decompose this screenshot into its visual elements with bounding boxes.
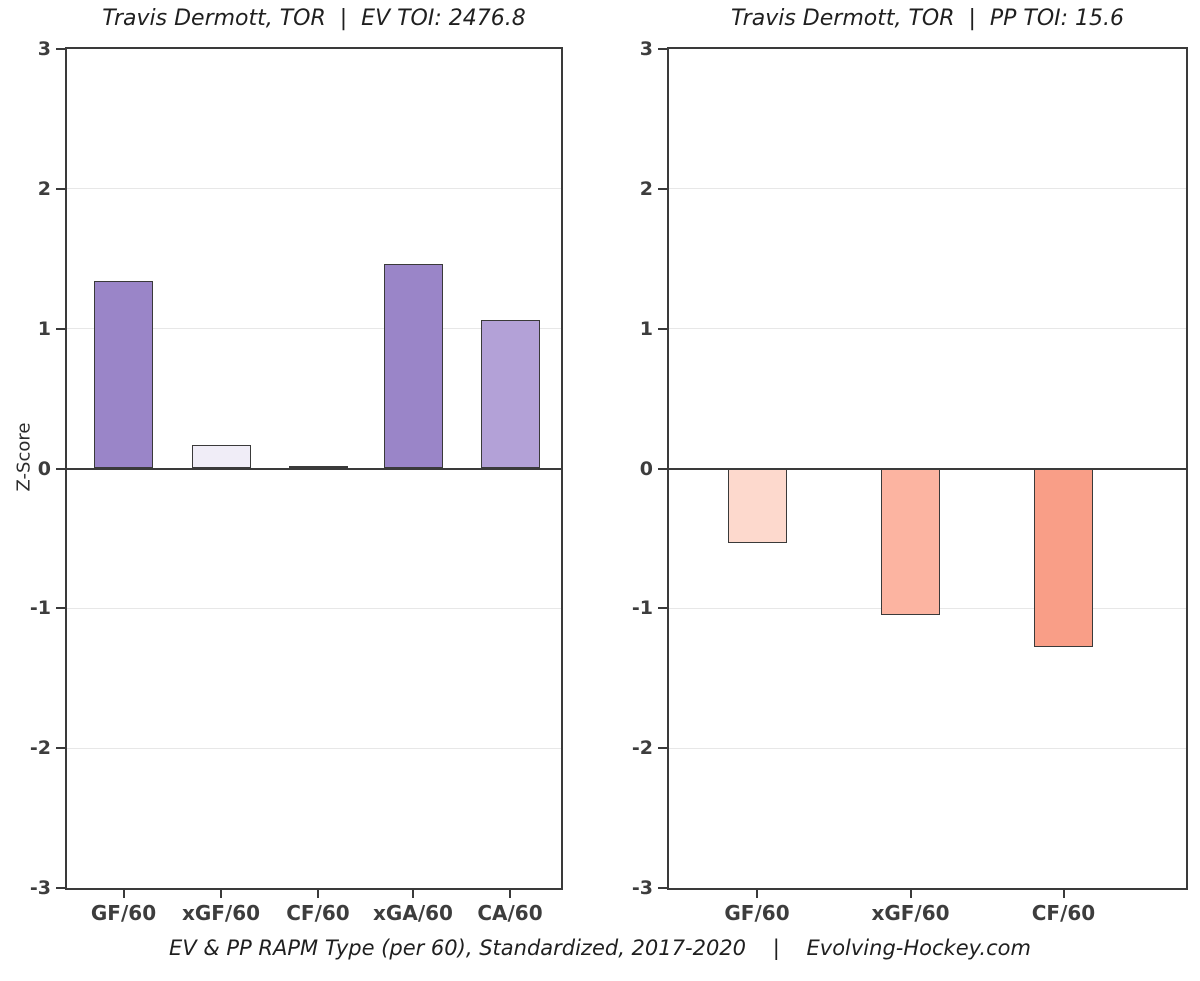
y-tick-mark: [658, 747, 667, 750]
y-tick-label: 2: [639, 177, 653, 200]
x-tick-mark: [317, 890, 319, 898]
bar-xgf60: [191, 444, 251, 469]
left-chart-title: Travis Dermott, TOR | EV TOI: 2476.8: [102, 6, 526, 31]
x-tick-mark: [122, 890, 125, 898]
y-tick-label: -2: [29, 737, 51, 760]
gridline-1: [669, 328, 1186, 330]
y-tick-mark: [658, 467, 667, 470]
bar-ca60: [480, 320, 540, 469]
y-tick-mark: [56, 607, 65, 610]
x-tick-mark: [220, 890, 222, 898]
y-tick-label: 1: [639, 317, 653, 340]
x-tick-label: GF/60: [90, 901, 157, 925]
gridline-2: [67, 188, 561, 190]
y-tick-label: -2: [631, 737, 653, 760]
gridline--2: [67, 747, 561, 749]
y-tick-mark: [56, 48, 65, 50]
y-tick-label: -3: [29, 877, 51, 899]
y-tick-label: -1: [29, 597, 51, 620]
y-tick-label: 3: [37, 38, 51, 60]
x-tick-mark: [412, 890, 414, 898]
zero-line: [67, 467, 561, 470]
left-chart-panel: [65, 47, 563, 890]
figure-caption: EV & PP RAPM Type (per 60), Standardized…: [169, 936, 1031, 960]
x-tick-label: xGA/60: [373, 901, 453, 925]
y-tick-label: 0: [639, 457, 653, 480]
y-tick-mark: [658, 887, 667, 889]
bar-gf60: [727, 468, 787, 543]
x-tick-label: CF/60: [1031, 901, 1096, 925]
x-tick-mark: [909, 890, 912, 898]
x-tick-label: xGF/60: [181, 901, 261, 925]
y-tick-label: 3: [639, 38, 653, 60]
y-tick-label: -1: [631, 597, 653, 620]
x-tick-mark: [756, 890, 758, 898]
y-tick-mark: [56, 887, 65, 889]
gridline--2: [669, 747, 1186, 749]
bar-xga60: [383, 264, 443, 469]
x-tick-label: xGF/60: [871, 901, 950, 925]
y-tick-mark: [658, 327, 667, 330]
gridline-1: [67, 328, 561, 330]
right-chart-title: Travis Dermott, TOR | PP TOI: 15.6: [730, 6, 1125, 31]
y-tick-label: 2: [37, 177, 51, 200]
bar-xgf60: [881, 468, 940, 616]
x-tick-label: CA/60: [477, 901, 543, 925]
y-tick-mark: [56, 327, 65, 330]
y-tick-label: -3: [631, 877, 653, 899]
y-tick-mark: [56, 747, 65, 750]
y-tick-mark: [658, 48, 667, 50]
x-tick-label: CF/60: [286, 901, 350, 925]
y-tick-mark: [56, 187, 65, 190]
x-tick-label: GF/60: [724, 901, 790, 925]
bar-cf60: [1034, 468, 1093, 648]
y-tick-mark: [658, 607, 667, 610]
right-chart-panel: [667, 47, 1188, 890]
x-tick-mark: [509, 890, 511, 898]
y-tick-mark: [658, 187, 667, 190]
y-tick-label: 1: [37, 317, 51, 340]
gridline-2: [669, 188, 1186, 190]
x-tick-mark: [1062, 890, 1065, 898]
zero-line: [669, 467, 1186, 470]
bar-gf60: [94, 281, 153, 469]
y-tick-mark: [56, 467, 65, 470]
y-tick-label: 0: [37, 457, 51, 480]
gridline--1: [67, 607, 561, 609]
